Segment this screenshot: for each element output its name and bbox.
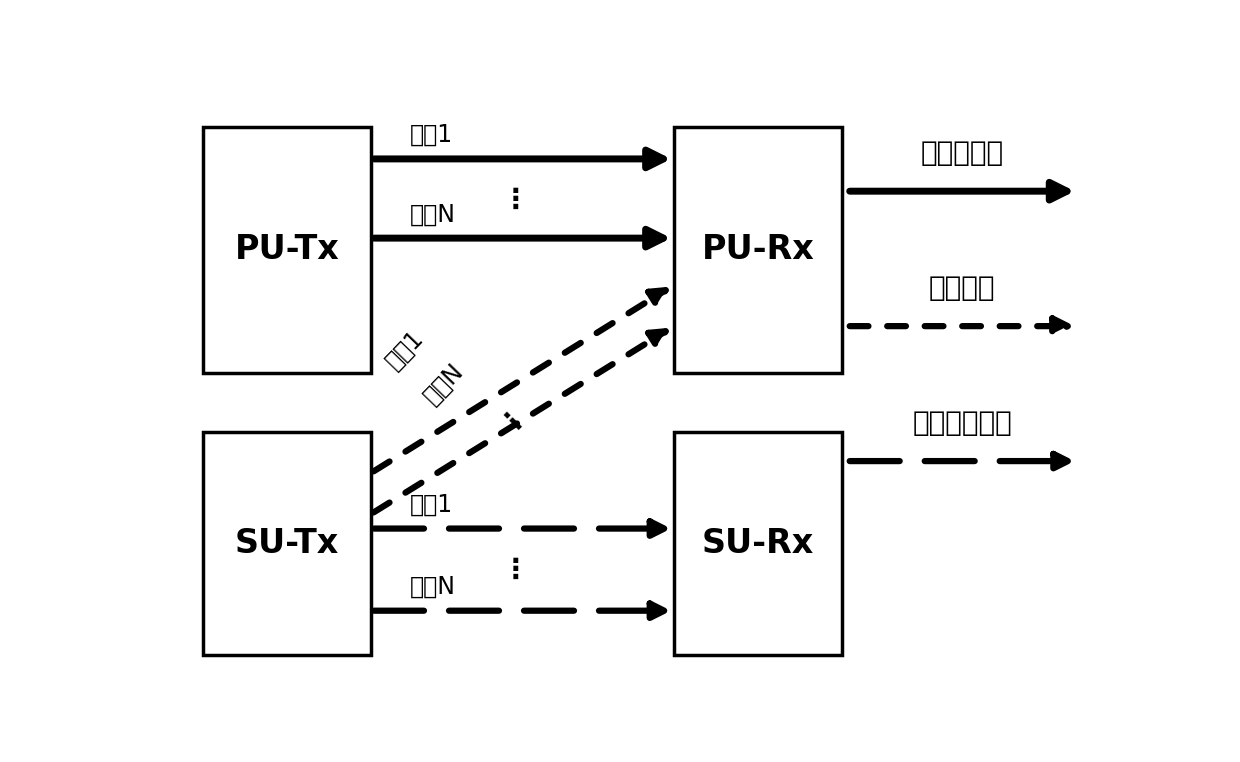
Text: 次级用户信道: 次级用户信道	[913, 409, 1012, 437]
Text: SU-Rx: SU-Rx	[702, 527, 815, 560]
Bar	[675, 126, 842, 373]
Text: 主用户信道: 主用户信道	[920, 139, 1004, 167]
Text: 信道1: 信道1	[409, 493, 453, 517]
Text: ⋮: ⋮	[501, 186, 529, 214]
Text: 信道N: 信道N	[419, 358, 469, 408]
Text: ⋮: ⋮	[491, 395, 531, 434]
Bar	[203, 432, 371, 655]
Bar	[203, 126, 371, 373]
Text: 信道1: 信道1	[409, 123, 453, 147]
Text: 信道N: 信道N	[409, 575, 455, 599]
Text: PU-Tx: PU-Tx	[234, 233, 340, 267]
Text: ⋮: ⋮	[501, 555, 529, 584]
Text: 信道N: 信道N	[409, 203, 455, 226]
Text: PU-Rx: PU-Rx	[702, 233, 815, 267]
Text: 信道1: 信道1	[381, 325, 428, 373]
Text: SU-Tx: SU-Tx	[236, 527, 340, 560]
Bar	[675, 432, 842, 655]
Text: 干扰信道: 干扰信道	[929, 274, 996, 302]
